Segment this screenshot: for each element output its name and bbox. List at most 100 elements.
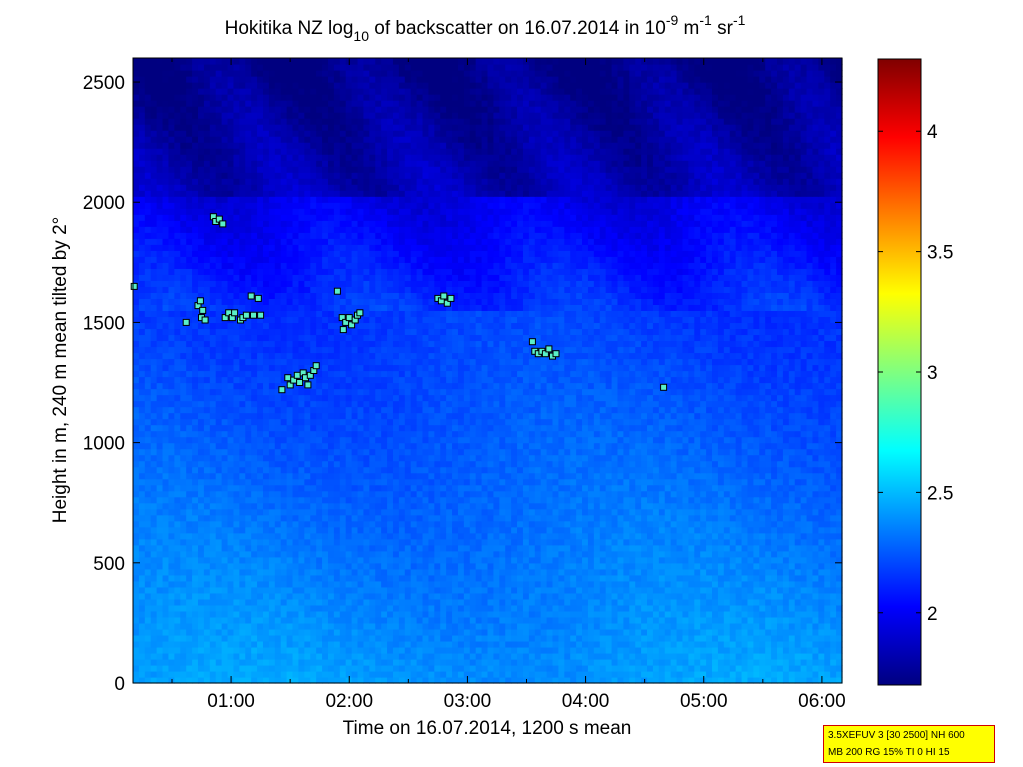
heatmap-cell (481, 640, 489, 648)
heatmap-cell (582, 526, 589, 534)
heatmap-cell (623, 556, 630, 564)
heatmap-cell (617, 556, 624, 564)
heatmap-cell (593, 532, 601, 540)
heatmap-cell (765, 586, 772, 594)
heatmap-cell (221, 550, 229, 558)
heatmap-cell (351, 622, 359, 630)
heatmap-cell (623, 490, 630, 498)
heatmap-cell (670, 514, 678, 522)
heatmap-cell (694, 610, 701, 618)
heatmap-cell (759, 436, 766, 444)
heatmap-cell (735, 622, 743, 630)
heatmap-cell (387, 598, 394, 606)
heatmap-cell (162, 658, 170, 666)
heatmap-cell (593, 598, 601, 606)
heatmap-cell (771, 526, 778, 534)
heatmap-cell (812, 526, 819, 534)
heatmap-cell (138, 604, 146, 612)
heatmap-cell (457, 550, 465, 558)
heatmap-cell (398, 520, 406, 528)
heatmap-cell (274, 562, 282, 570)
heatmap-cell (144, 562, 152, 570)
heatmap-cell (723, 484, 731, 492)
heatmap-cell (587, 670, 595, 678)
heatmap-cell (156, 466, 164, 474)
heatmap-cell (351, 442, 359, 450)
heatmap-cell (505, 640, 512, 648)
heatmap-cell (197, 640, 205, 648)
heatmap-cell (729, 466, 737, 474)
heatmap-cell (463, 442, 471, 450)
heatmap-cell (765, 634, 772, 642)
heatmap-cell (144, 532, 152, 540)
heatmap-cell (475, 556, 483, 564)
heatmap-cell (605, 460, 613, 468)
heatmap-cell (534, 616, 542, 624)
heatmap-cell (765, 472, 772, 480)
heatmap-cell (576, 496, 583, 504)
heatmap-cell (747, 544, 754, 552)
heatmap-cell (587, 442, 595, 450)
heatmap-cell (197, 502, 205, 510)
heatmap-cell (605, 586, 613, 594)
heatmap-cell (316, 574, 323, 582)
heatmap-cell (387, 664, 394, 672)
heatmap-cell (747, 622, 754, 630)
heatmap-cell (363, 634, 370, 642)
heatmap-cell (410, 544, 418, 552)
heatmap-cell (221, 520, 229, 528)
heatmap-cell (836, 484, 843, 492)
heatmap-cell (511, 472, 518, 480)
heatmap-cell (664, 658, 672, 666)
heatmap-cell (499, 604, 506, 612)
heatmap-cell (138, 646, 146, 654)
heatmap-cell (712, 652, 719, 660)
heatmap-cell (363, 568, 370, 576)
heatmap-cell (251, 442, 258, 450)
heatmap-cell (422, 556, 430, 564)
heatmap-cell (777, 538, 784, 546)
heatmap-cell (511, 490, 518, 498)
heatmap-cell (452, 604, 459, 612)
heatmap-cell (322, 580, 329, 588)
heatmap-cell (416, 640, 424, 648)
heatmap-cell (245, 622, 252, 630)
heatmap-cell (765, 544, 772, 552)
heatmap-cell (570, 676, 577, 684)
heatmap-cell (280, 634, 288, 642)
heatmap-cell (192, 466, 199, 474)
heatmap-cell (322, 508, 329, 516)
heatmap-cell (327, 574, 335, 582)
heatmap-cell (517, 586, 524, 594)
heatmap-cell (156, 664, 164, 672)
heatmap-cell (558, 652, 565, 660)
heatmap-cell (623, 478, 630, 486)
heatmap-cell (694, 634, 701, 642)
heatmap-cell (682, 526, 689, 534)
heatmap-cell (517, 448, 524, 456)
heatmap-cell (670, 466, 678, 474)
heatmap-cell (174, 580, 181, 588)
heatmap-cell (782, 556, 790, 564)
heatmap-cell (463, 550, 471, 558)
heatmap-cell (215, 448, 223, 456)
heatmap-cell (463, 658, 471, 666)
heatmap-cell (280, 490, 288, 498)
heatmap-cell (233, 472, 240, 480)
heatmap-cell (186, 472, 193, 480)
heatmap-cell (641, 658, 648, 666)
heatmap-cell (404, 604, 412, 612)
heatmap-cell (156, 550, 164, 558)
heatmap-cell (268, 646, 276, 654)
heatmap-cell (546, 628, 554, 636)
heatmap-cell (286, 472, 294, 480)
heatmap-cell (180, 640, 187, 648)
heatmap-cell (392, 490, 400, 498)
heatmap-cell (144, 652, 152, 660)
heatmap-cell (652, 514, 660, 522)
heatmap-cell (392, 442, 400, 450)
heatmap-cell (688, 538, 695, 546)
heatmap-cell (641, 520, 648, 528)
heatmap-cell (369, 664, 376, 672)
heatmap-cell (186, 502, 193, 510)
